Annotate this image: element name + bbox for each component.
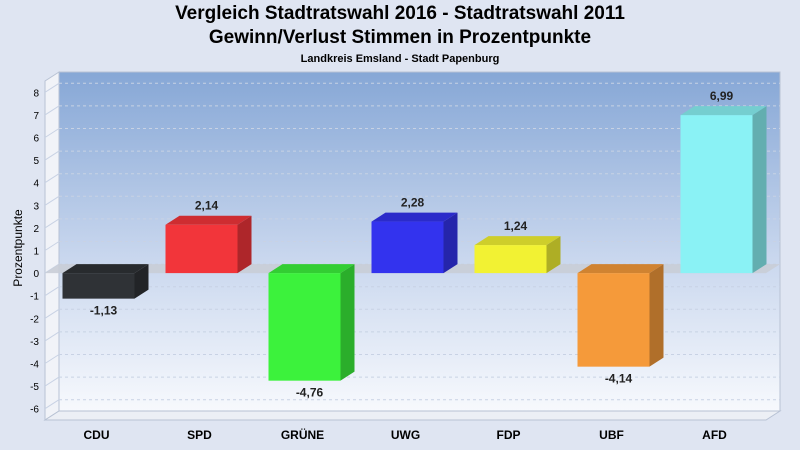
x-tick-label: CDU — [84, 428, 110, 442]
y-gridline-side — [44, 308, 60, 319]
bar — [680, 115, 753, 274]
bar-ubf — [577, 264, 664, 367]
bar-side — [237, 215, 252, 274]
y-gridline-side — [44, 376, 60, 387]
bar-side — [340, 264, 355, 381]
bar-side — [752, 106, 767, 274]
bar-side — [134, 264, 149, 299]
y-gridline-side — [44, 173, 60, 184]
bar — [474, 245, 547, 274]
y-tick-label: -4 — [30, 360, 39, 371]
x-tick-label: GRÜNE — [281, 427, 324, 442]
data-label: 6,99 — [710, 89, 734, 103]
y-gridline-side — [44, 82, 60, 93]
y-tick-label: -2 — [30, 314, 39, 325]
y-tick-label: 7 — [33, 111, 39, 122]
bar-top — [165, 215, 252, 225]
bar — [165, 224, 238, 274]
bar-side — [649, 264, 664, 367]
y-gridline-side — [44, 150, 60, 161]
bar-afd — [680, 106, 767, 274]
y-tick-label: 4 — [33, 179, 39, 190]
bar-fdp — [474, 236, 561, 274]
x-tick-label: UWG — [391, 428, 420, 442]
bar-grüne — [268, 264, 355, 381]
x-tick-label: SPD — [187, 428, 212, 442]
bar — [577, 273, 650, 367]
y-tick-label: -1 — [30, 292, 39, 303]
bar — [62, 273, 135, 299]
data-label: 1,24 — [504, 219, 528, 233]
bar-top — [371, 212, 458, 222]
y-axis-label: Prozentpunkte — [11, 209, 25, 287]
y-tick-label: -3 — [30, 337, 39, 348]
y-tick-label: 2 — [33, 224, 39, 235]
y-gridline-side — [44, 218, 60, 229]
bar-uwg — [371, 212, 458, 274]
bar-top — [577, 264, 664, 274]
chart-title: Vergleich Stadtratswahl 2016 - Stadtrats… — [175, 3, 625, 24]
bar-top — [680, 106, 767, 116]
y-tick-label: 8 — [33, 88, 39, 99]
bar — [371, 221, 444, 274]
y-gridline-side — [44, 105, 60, 116]
bar-top — [62, 264, 149, 274]
data-label: 2,14 — [195, 199, 219, 213]
x-tick-label: UBF — [599, 428, 624, 442]
x-tick-label: FDP — [497, 428, 521, 442]
bar-top — [268, 264, 355, 274]
y-gridline-side — [44, 195, 60, 206]
y-gridline-side — [44, 354, 60, 364]
data-label: -1,13 — [90, 304, 118, 318]
y-tick-label: 3 — [33, 201, 39, 212]
y-tick-label: 1 — [33, 247, 39, 258]
data-label: 2,28 — [401, 196, 425, 210]
plot-floor — [43, 410, 782, 421]
bar-spd — [165, 215, 252, 274]
chart-subtitle: Gewinn/Verlust Stimmen in Prozentpunkte — [208, 27, 592, 48]
bar-cdu — [62, 264, 149, 299]
bar — [268, 273, 341, 381]
y-gridline-side — [44, 241, 60, 251]
bar-side — [546, 236, 561, 274]
y-gridline-side — [44, 331, 60, 342]
y-gridline-side — [44, 286, 60, 297]
y-tick-label: -6 — [30, 405, 39, 416]
y-tick-label: -5 — [30, 382, 39, 393]
y-gridline-side — [44, 128, 60, 138]
data-label: -4,14 — [605, 372, 633, 386]
chart-subsubtitle: Landkreis Emsland - Stadt Papenburg — [300, 53, 500, 65]
data-label: -4,76 — [296, 386, 324, 400]
y-tick-label: 6 — [33, 134, 39, 145]
y-tick-label: 5 — [33, 156, 39, 167]
bar-side — [443, 212, 458, 274]
x-tick-label: AFD — [702, 428, 727, 442]
y-gridline-side — [44, 399, 60, 410]
y-tick-label: 0 — [33, 269, 39, 280]
bar-top — [474, 236, 561, 246]
